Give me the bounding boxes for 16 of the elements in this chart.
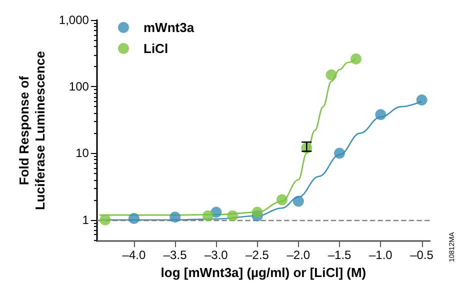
x-tick-label: –1.0	[368, 248, 393, 262]
y-tick-label: 1,000	[58, 13, 90, 27]
y-tick-label: 100	[68, 80, 90, 94]
x-tick-label: –4.0	[122, 248, 146, 262]
x-tick-label: –3.0	[204, 248, 228, 262]
x-tick-label: –1.5	[328, 248, 352, 262]
x-tick-label: –2.5	[246, 248, 270, 262]
x-tick-label: –2.0	[286, 248, 310, 262]
y-tick-label: 10	[76, 146, 90, 160]
y-axis-title: Fold Response of Luciferase Luminescence	[16, 51, 48, 210]
x-tick-label: –3.5	[163, 248, 188, 262]
y-tick-label: 1	[82, 212, 90, 227]
x-axis-title: log [mWnt3a] (µg/ml) or [LiCl] (M)	[160, 265, 366, 280]
x-tick-label: –0.5	[410, 248, 434, 262]
legend-label: LiCl	[144, 41, 168, 56]
legend-label: mWnt3a	[144, 20, 195, 35]
